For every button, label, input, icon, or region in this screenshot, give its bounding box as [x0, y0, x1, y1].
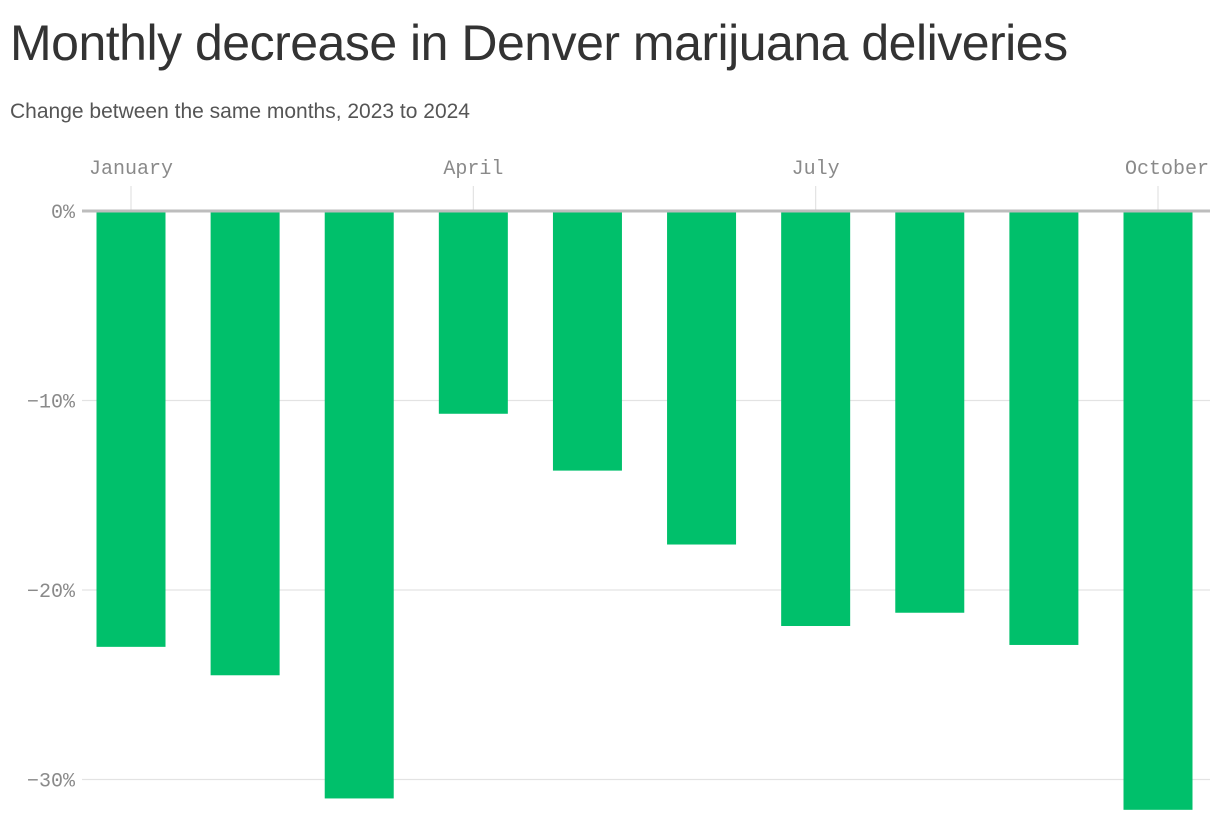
y-axis: 0% −10% −20% −30% [27, 202, 76, 794]
y-tick-label: 0% [51, 202, 76, 225]
chart-subtitle: Change between the same months, 2023 to … [10, 100, 470, 123]
y-tick-label: −20% [27, 581, 76, 604]
bar-april [438, 211, 508, 414]
bar-may [552, 211, 622, 471]
x-tick-label: July [792, 158, 840, 181]
x-tick-label: October [1125, 158, 1209, 181]
bar-february [210, 211, 280, 676]
bar-july [781, 211, 851, 627]
bar-march [324, 211, 394, 799]
bar-january [96, 211, 166, 647]
chart-title: Monthly decrease in Denver marijuana del… [10, 15, 1068, 71]
y-tick-label: −10% [27, 392, 76, 415]
x-tick-label: January [89, 158, 173, 181]
bar-september [1009, 211, 1079, 645]
bar-august [895, 211, 965, 613]
x-tick-label: April [443, 158, 503, 181]
bar-june [667, 211, 737, 545]
y-tick-label: −30% [27, 771, 76, 794]
x-axis: January April July October [89, 158, 1209, 211]
bar-october [1123, 211, 1193, 810]
bars [96, 211, 1193, 810]
